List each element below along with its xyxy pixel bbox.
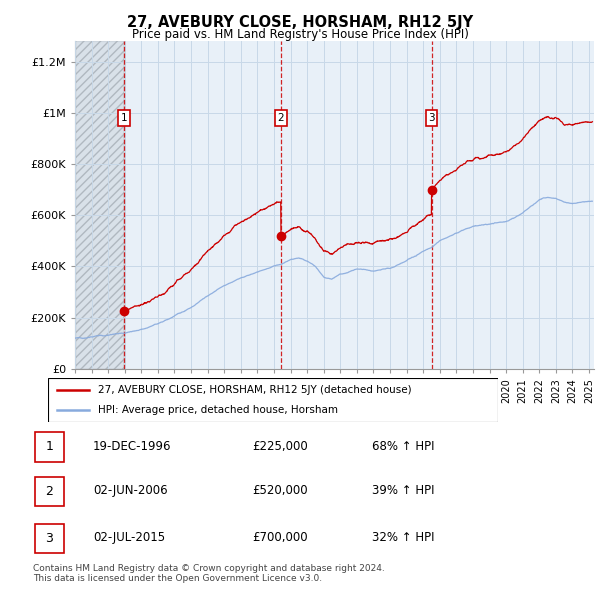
Text: £520,000: £520,000: [252, 484, 308, 497]
Text: 2: 2: [278, 113, 284, 123]
Bar: [75, 41, 124, 369]
Text: 1: 1: [121, 113, 128, 123]
Text: 32% ↑ HPI: 32% ↑ HPI: [372, 531, 434, 544]
Text: 27, AVEBURY CLOSE, HORSHAM, RH12 5JY (detached house): 27, AVEBURY CLOSE, HORSHAM, RH12 5JY (de…: [97, 385, 411, 395]
Text: HPI: Average price, detached house, Horsham: HPI: Average price, detached house, Hors…: [97, 405, 337, 415]
Text: 68% ↑ HPI: 68% ↑ HPI: [372, 440, 434, 453]
Text: Contains HM Land Registry data © Crown copyright and database right 2024.: Contains HM Land Registry data © Crown c…: [33, 564, 385, 573]
Bar: [75, 41, 124, 369]
Text: 3: 3: [428, 113, 435, 123]
Text: 2: 2: [46, 484, 53, 498]
Text: 27, AVEBURY CLOSE, HORSHAM, RH12 5JY: 27, AVEBURY CLOSE, HORSHAM, RH12 5JY: [127, 15, 473, 30]
Text: 39% ↑ HPI: 39% ↑ HPI: [372, 484, 434, 497]
Text: 02-JUN-2006: 02-JUN-2006: [93, 484, 167, 497]
Text: Price paid vs. HM Land Registry's House Price Index (HPI): Price paid vs. HM Land Registry's House …: [131, 28, 469, 41]
Text: 1: 1: [46, 440, 53, 454]
Text: 19-DEC-1996: 19-DEC-1996: [93, 440, 172, 453]
Text: £700,000: £700,000: [252, 531, 308, 544]
Text: 02-JUL-2015: 02-JUL-2015: [93, 531, 165, 544]
Text: £225,000: £225,000: [252, 440, 308, 453]
Text: 3: 3: [46, 532, 53, 545]
Text: This data is licensed under the Open Government Licence v3.0.: This data is licensed under the Open Gov…: [33, 574, 322, 583]
